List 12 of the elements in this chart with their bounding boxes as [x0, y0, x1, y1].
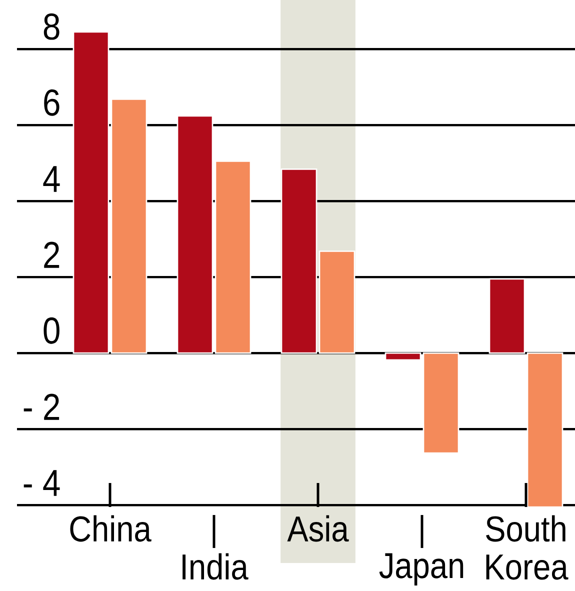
x-tick-label: China — [70, 515, 152, 542]
x-tick-label: South Korea — [486, 515, 568, 580]
y-tick-label: - 2 — [24, 394, 60, 420]
y-tick-label: - 4 — [24, 470, 60, 496]
x-tick-label: India — [182, 553, 248, 580]
y-tick-label: 0 — [44, 317, 60, 344]
y-tick-label: 4 — [43, 166, 60, 192]
y-tick-label: 2 — [44, 242, 60, 268]
y-tick-label: 8 — [44, 13, 60, 40]
x-tick-label: Japan — [379, 553, 464, 586]
x-tick-label: Asia — [287, 515, 349, 542]
y-tick-label: 6 — [44, 89, 60, 116]
